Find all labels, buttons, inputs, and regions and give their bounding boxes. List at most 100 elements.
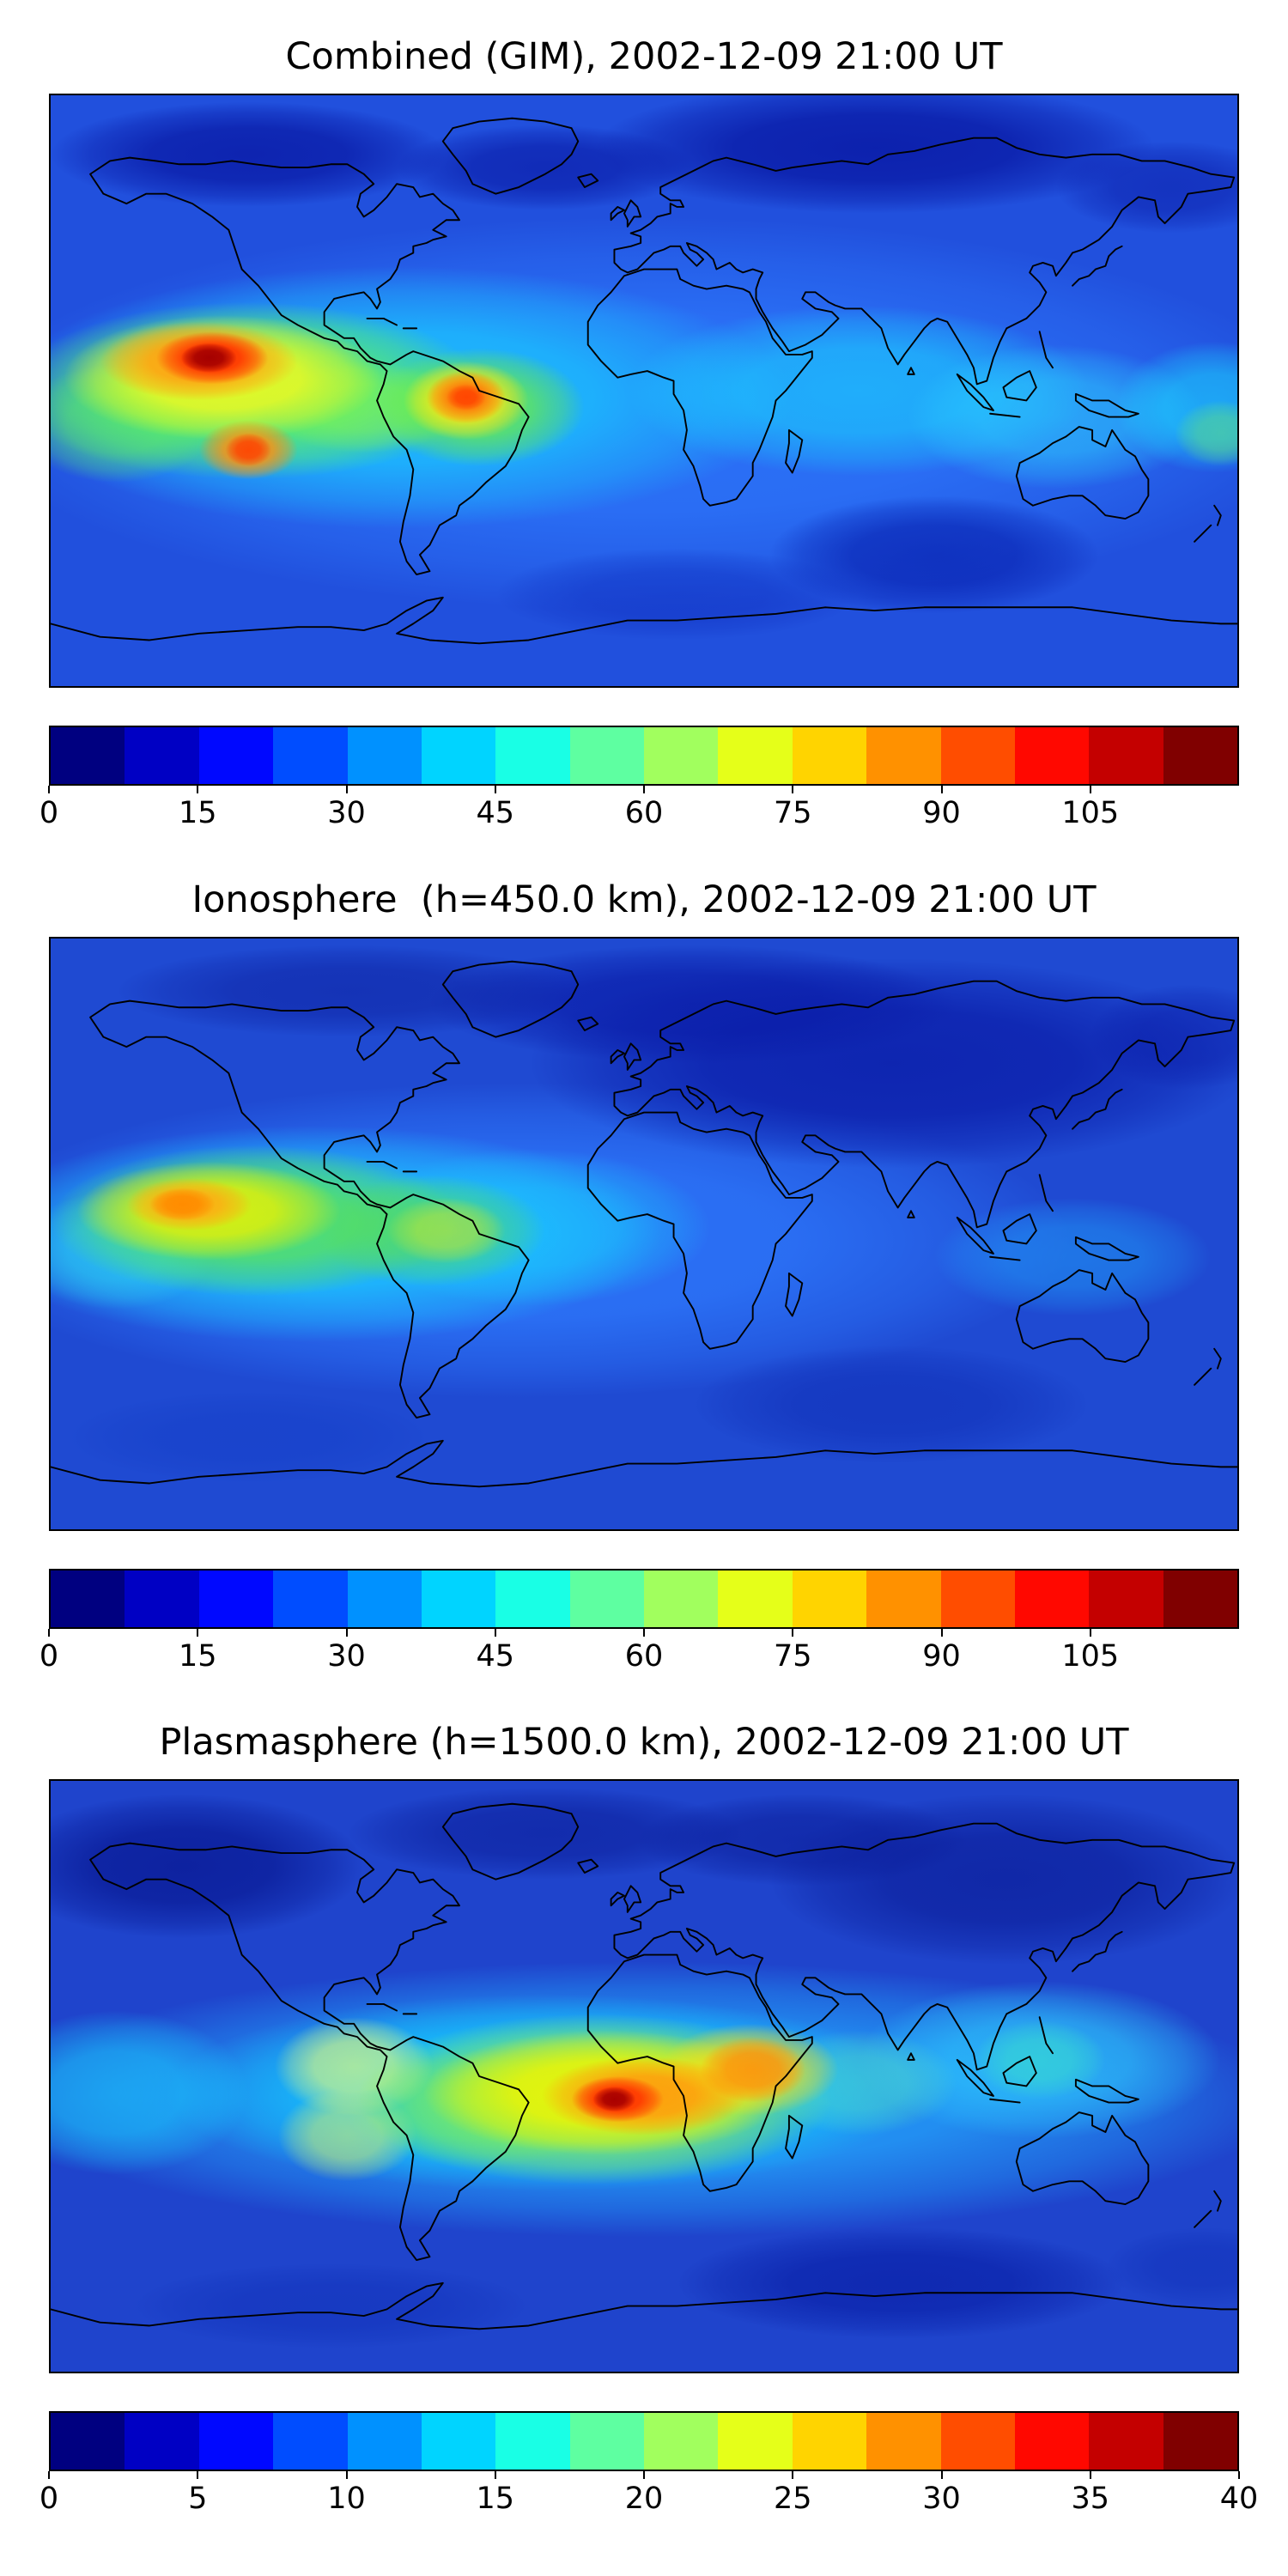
tick-mark [48,1629,50,1637]
colorbar-cell [198,1571,274,1627]
tick-mark [345,2471,348,2479]
tick-mark [1089,1629,1091,1637]
colorbar-cell [644,2413,719,2470]
colorbar-cell [569,727,644,784]
tick-mark [197,1629,199,1637]
colorbar-cell [792,2413,867,2470]
tick-label: 105 [1061,796,1120,830]
map-ionosphere [49,937,1239,1531]
tick-label: 30 [922,2482,961,2516]
colorbar-cell [718,727,793,784]
tick-mark [792,2471,794,2479]
tick-label: 15 [178,1639,217,1674]
colorbar-cell [1163,1571,1237,1627]
tick-label: 25 [773,2482,812,2516]
tick-mark [197,786,199,793]
colorbar-cell [940,727,1015,784]
tick-label: 60 [624,1639,664,1674]
colorbar-cell [495,727,570,784]
tick-mark [1089,786,1091,793]
tick-mark [494,786,496,793]
colorbar-cell [644,1571,719,1627]
colorbar-cell [1163,727,1237,784]
map-svg-ionosphere [51,939,1237,1529]
tick-label: 75 [773,796,812,830]
colorbar-cell [125,2413,199,2470]
panel-combined-gim: Combined (GIM), 2002-12-09 21:00 UT 0 15 3… [39,19,1239,837]
panel-ionosphere: Ionosphere (h=450.0 km), 2002-12-09 21:0… [39,862,1239,1680]
map-plasmasphere [49,1779,1239,2373]
colorbar-cell [644,727,719,784]
colorbar-cell [198,2413,274,2470]
tick-label: 35 [1071,2482,1110,2516]
tick-label: 20 [624,2482,664,2516]
tick-mark [48,786,50,793]
tec-field [51,95,1237,641]
tick-mark [48,2471,50,2479]
colorbar-cell [273,1571,348,1627]
colorbar-combined [49,726,1239,786]
tick-label: 0 [39,796,59,830]
tick-label: 90 [922,1639,961,1674]
colorbar-cell [1014,727,1090,784]
colorbar-cell [569,1571,644,1627]
tick-label: 45 [476,1639,515,1674]
colorbar-cell [51,2413,125,2470]
colorbar-cell [273,727,348,784]
tick-label: 0 [39,2482,59,2516]
colorbar-cell [495,1571,570,1627]
tick-mark [1089,2471,1091,2479]
tick-label: 0 [39,1639,59,1674]
tick-label: 45 [476,796,515,830]
colorbar-cell [1163,2413,1237,2470]
colorbar-cell [125,1571,199,1627]
tick-mark [494,2471,496,2479]
panel-title: Combined (GIM), 2002-12-09 21:00 UT [285,35,1003,78]
colorbar-ticks-plasmasphere: 0 5 10 15 20 25 30 35 40 [39,2471,1258,2523]
colorbar-cell [1014,2413,1090,2470]
colorbar-cell [718,1571,793,1627]
colorbar-cell [421,2413,496,2470]
colorbar-cell [421,727,496,784]
colorbar-cell [866,727,941,784]
colorbar-cell [940,1571,1015,1627]
tick-mark [940,1629,943,1637]
tick-mark [197,2471,199,2479]
tec-field [51,945,1237,1484]
tick-label: 105 [1061,1639,1120,1674]
colorbar-cell [198,727,274,784]
panel-title: Ionosphere (h=450.0 km), 2002-12-09 21:0… [191,878,1097,921]
colorbar-cell [1089,2413,1163,2470]
map-svg-combined [51,95,1237,686]
colorbar-cell [273,2413,348,2470]
colorbar-cell [866,1571,941,1627]
tick-label: 5 [188,2482,208,2516]
colorbar-plasmasphere [49,2411,1239,2471]
tick-label: 30 [327,796,366,830]
colorbar-cell [1014,1571,1090,1627]
colorbar-cell [718,2413,793,2470]
tec-field [51,1787,1237,2349]
colorbar-cell [1089,727,1163,784]
tick-mark [792,1629,794,1637]
tick-label: 40 [1219,2482,1259,2516]
tick-label: 15 [476,2482,515,2516]
tick-label: 75 [773,1639,812,1674]
tick-mark [1238,2471,1240,2479]
colorbar-cell [421,1571,496,1627]
colorbar-ionosphere [49,1569,1239,1629]
tick-label: 90 [922,796,961,830]
tick-mark [643,786,645,793]
colorbar-cell [347,1571,422,1627]
colorbar-cell [792,727,867,784]
tick-mark [792,786,794,793]
tick-mark [643,2471,645,2479]
colorbar-cell [792,1571,867,1627]
colorbar-ticks-combined: 0 15 30 45 60 75 90 105 [39,786,1239,837]
map-combined [49,94,1239,688]
colorbar-cell [1089,1571,1163,1627]
tick-label: 10 [327,2482,366,2516]
tick-mark [345,786,348,793]
colorbar-ticks-ionosphere: 0 15 30 45 60 75 90 105 [39,1629,1239,1680]
